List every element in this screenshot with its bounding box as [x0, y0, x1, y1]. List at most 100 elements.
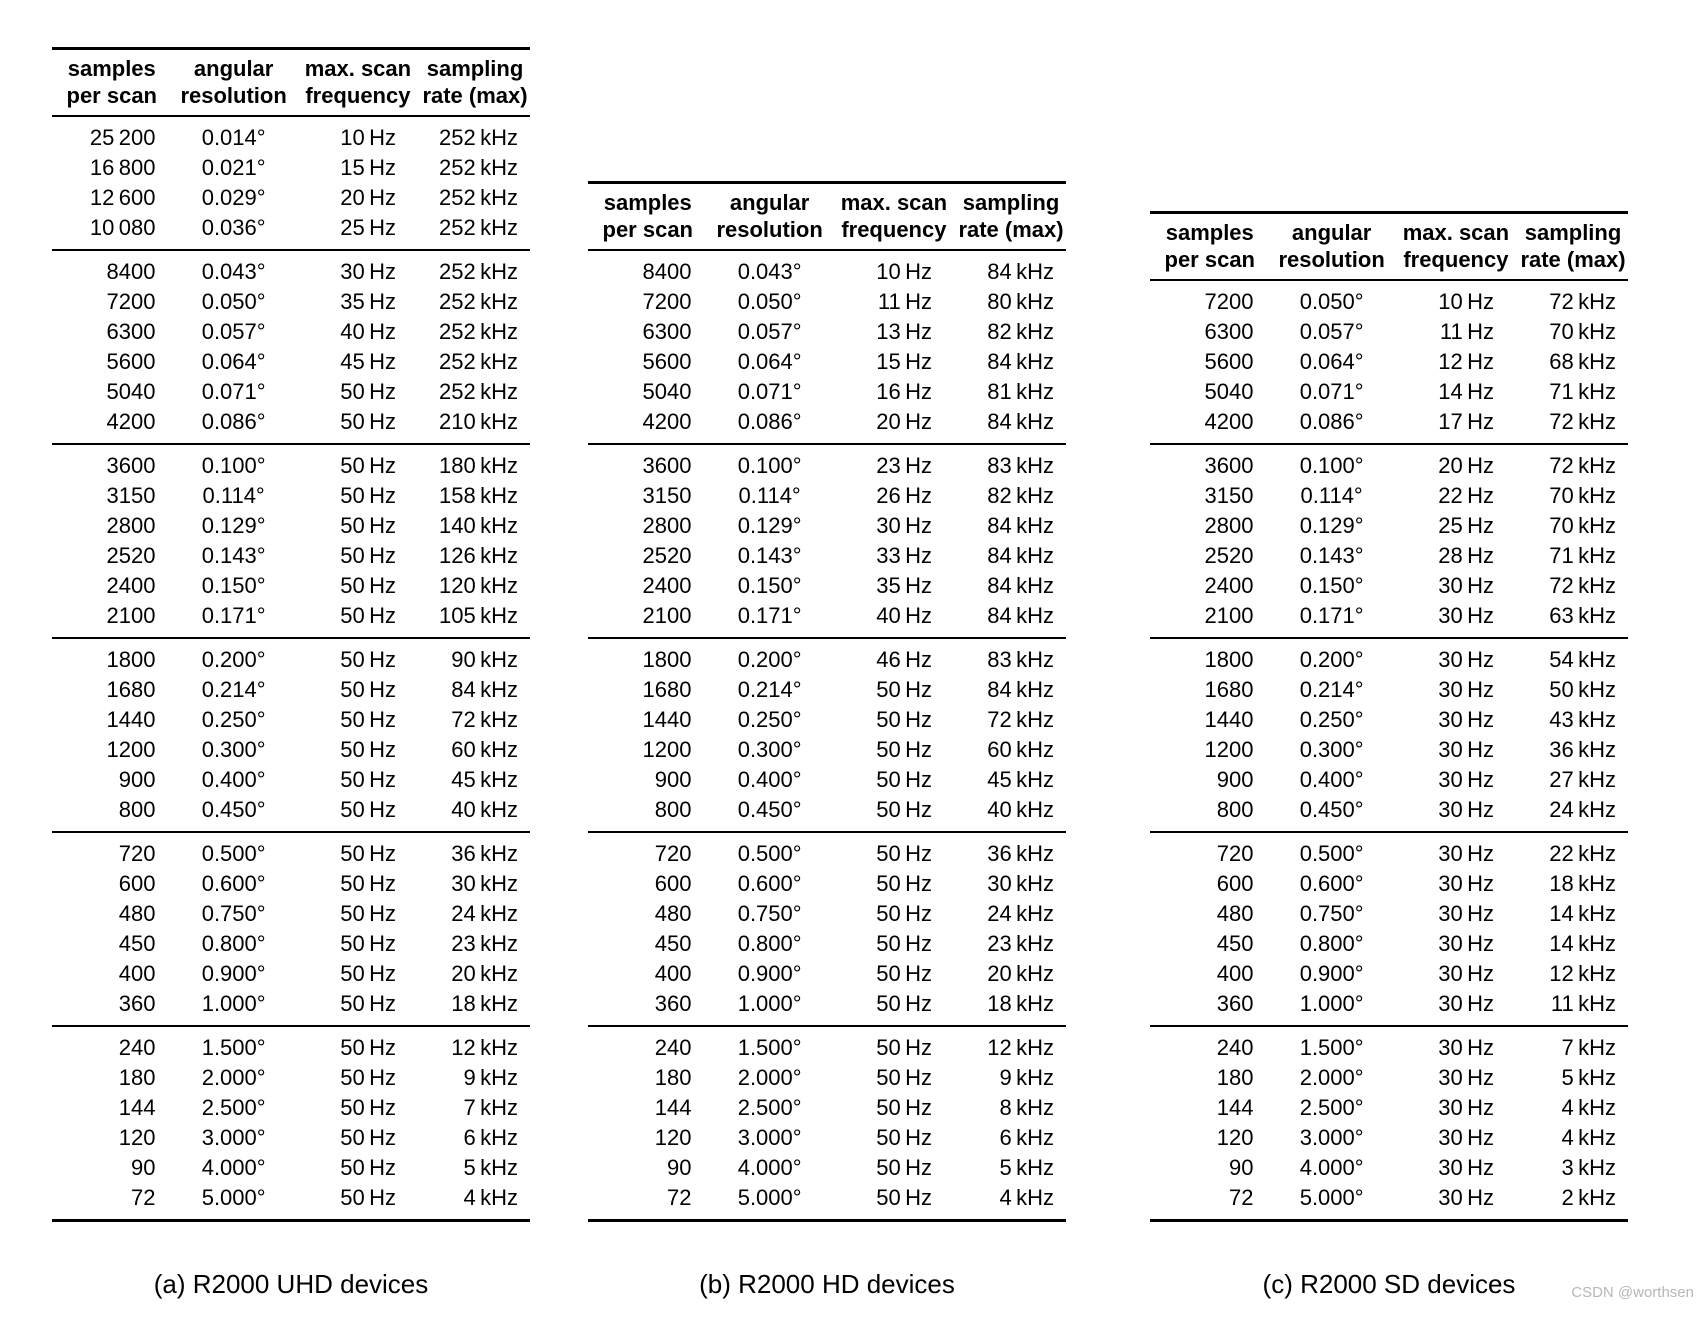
- table-row: 600 0.600° 30 Hz 18 kHz: [1150, 869, 1628, 899]
- header-cell: angular resolution: [171, 48, 296, 117]
- data-cell: 0.057°: [1299, 319, 1364, 344]
- data-cell: 22 kHz: [1549, 841, 1616, 866]
- table-row: 800 0.450° 50 Hz 40 kHz: [588, 795, 1066, 832]
- data-cell: 84 kHz: [987, 513, 1054, 538]
- data-cell: 50 Hz: [876, 961, 933, 986]
- table-row: 240 1.500° 50 Hz 12 kHz: [52, 1026, 530, 1063]
- table-row: 180 2.000° 50 Hz 9 kHz: [52, 1063, 530, 1093]
- spec-table-b: samples per scan angular resolution max. sca…: [588, 181, 1066, 1222]
- data-cell: 0.171°: [201, 603, 266, 628]
- data-cell: 144: [1216, 1095, 1254, 1120]
- data-cell: 50 Hz: [340, 961, 397, 986]
- data-cell: 70 kHz: [1549, 483, 1616, 508]
- data-cell: 17 Hz: [1438, 409, 1495, 434]
- data-cell: 3 kHz: [1561, 1155, 1616, 1180]
- row-group: 7200 0.050° 10 Hz 72 kHz 6300 0.057° 11 Hz 70 k…: [1150, 280, 1628, 444]
- data-cell: 3600: [1204, 453, 1254, 478]
- data-cell: 0.450°: [737, 797, 802, 822]
- data-cell: 0.143°: [737, 543, 802, 568]
- data-cell: 30 Hz: [1438, 707, 1495, 732]
- data-cell: 600: [118, 871, 156, 896]
- data-cell: 23 Hz: [876, 453, 933, 478]
- data-cell: 2.000°: [201, 1065, 266, 1090]
- data-cell: 11 kHz: [1550, 991, 1616, 1016]
- table-row: 480 0.750° 50 Hz 24 kHz: [588, 899, 1066, 929]
- data-cell: 5 kHz: [999, 1155, 1054, 1180]
- spec-table-c: samples per scan angular resolution max. sca…: [1150, 211, 1628, 1222]
- data-cell: 50 Hz: [340, 647, 397, 672]
- data-cell: 120: [1216, 1125, 1254, 1150]
- data-cell: 46 Hz: [876, 647, 933, 672]
- data-cell: 45 Hz: [340, 349, 397, 374]
- data-cell: 480: [118, 901, 156, 926]
- row-group: 720 0.500° 30 Hz 22 kHz 600 0.600° 30 Hz 18 kHz…: [1150, 832, 1628, 1026]
- table-row: 360 1.000° 30 Hz 11 kHz: [1150, 989, 1628, 1026]
- table-row: 1680 0.214° 50 Hz 84 kHz: [588, 675, 1066, 705]
- data-cell: 20 Hz: [1438, 453, 1495, 478]
- data-cell: 10 Hz: [340, 125, 397, 150]
- data-cell: 120 kHz: [439, 573, 518, 598]
- data-cell: 70 kHz: [1549, 513, 1616, 538]
- data-cell: 0.064°: [1299, 349, 1364, 374]
- header-cell: max. scan frequency: [831, 182, 957, 251]
- data-cell: 20 kHz: [451, 961, 518, 986]
- data-cell: 1800: [106, 647, 156, 672]
- data-cell: 252 kHz: [439, 215, 518, 240]
- data-cell: 240: [118, 1035, 156, 1060]
- data-cell: 240: [654, 1035, 692, 1060]
- data-cell: 50 Hz: [340, 573, 397, 598]
- data-cell: 72 kHz: [1549, 289, 1616, 314]
- data-cell: 30 Hz: [1438, 573, 1495, 598]
- table-row: 240 1.500° 30 Hz 7 kHz: [1150, 1026, 1628, 1063]
- data-cell: 14 kHz: [1549, 901, 1616, 926]
- data-cell: 0.171°: [737, 603, 802, 628]
- data-cell: 50 Hz: [340, 737, 397, 762]
- table-row: 120 3.000° 30 Hz 4 kHz: [1150, 1123, 1628, 1153]
- table-row: 2100 0.171° 30 Hz 63 kHz: [1150, 601, 1628, 638]
- table-row: 800 0.450° 50 Hz 40 kHz: [52, 795, 530, 832]
- data-cell: 0.750°: [201, 901, 266, 926]
- table-row: 16 800 0.021° 15 Hz 252 kHz: [52, 153, 530, 183]
- data-cell: 50 Hz: [876, 797, 933, 822]
- data-cell: 50 Hz: [340, 707, 397, 732]
- table-row: 400 0.900° 30 Hz 12 kHz: [1150, 959, 1628, 989]
- data-cell: 16 Hz: [876, 379, 933, 404]
- data-cell: 0.400°: [201, 767, 266, 792]
- data-cell: 2400: [642, 573, 692, 598]
- data-cell: 28 Hz: [1438, 543, 1495, 568]
- data-cell: 180 kHz: [439, 453, 518, 478]
- data-cell: 900: [1216, 767, 1254, 792]
- data-cell: 50 Hz: [340, 931, 397, 956]
- table-row: 1800 0.200° 46 Hz 83 kHz: [588, 638, 1066, 675]
- data-cell: 50 Hz: [876, 871, 933, 896]
- table-caption-b: (b) R2000 HD devices: [699, 1269, 955, 1299]
- data-cell: 84 kHz: [987, 573, 1054, 598]
- table-row: 400 0.900° 50 Hz 20 kHz: [588, 959, 1066, 989]
- data-cell: 0.021°: [201, 155, 266, 180]
- data-cell: 50 Hz: [876, 931, 933, 956]
- data-cell: 5.000°: [737, 1185, 802, 1210]
- table-row: 3150 0.114° 22 Hz 70 kHz: [1150, 481, 1628, 511]
- row-group: 1800 0.200° 46 Hz 83 kHz 1680 0.214° 50 Hz 84 k…: [588, 638, 1066, 832]
- table-row: 4200 0.086° 17 Hz 72 kHz: [1150, 407, 1628, 444]
- data-cell: 4 kHz: [999, 1185, 1054, 1210]
- data-cell: 1680: [642, 677, 692, 702]
- table-row: 144 2.500° 50 Hz 7 kHz: [52, 1093, 530, 1123]
- data-cell: 10 Hz: [1438, 289, 1495, 314]
- table-row: 4200 0.086° 50 Hz 210 kHz: [52, 407, 530, 444]
- table-row: 7200 0.050° 10 Hz 72 kHz: [1150, 280, 1628, 317]
- data-cell: 0.114°: [202, 483, 265, 508]
- data-cell: 18 kHz: [987, 991, 1054, 1016]
- data-cell: 90 kHz: [451, 647, 518, 672]
- data-cell: 0.143°: [1299, 543, 1364, 568]
- data-cell: 81 kHz: [987, 379, 1054, 404]
- data-cell: 5600: [106, 349, 156, 374]
- data-cell: 252 kHz: [439, 259, 518, 284]
- data-cell: 7200: [106, 289, 156, 314]
- table-row: 2520 0.143° 33 Hz 84 kHz: [588, 541, 1066, 571]
- data-cell: 25 200: [89, 125, 156, 150]
- data-cell: 30 kHz: [987, 871, 1054, 896]
- data-cell: 252 kHz: [439, 349, 518, 374]
- data-cell: 0.300°: [201, 737, 266, 762]
